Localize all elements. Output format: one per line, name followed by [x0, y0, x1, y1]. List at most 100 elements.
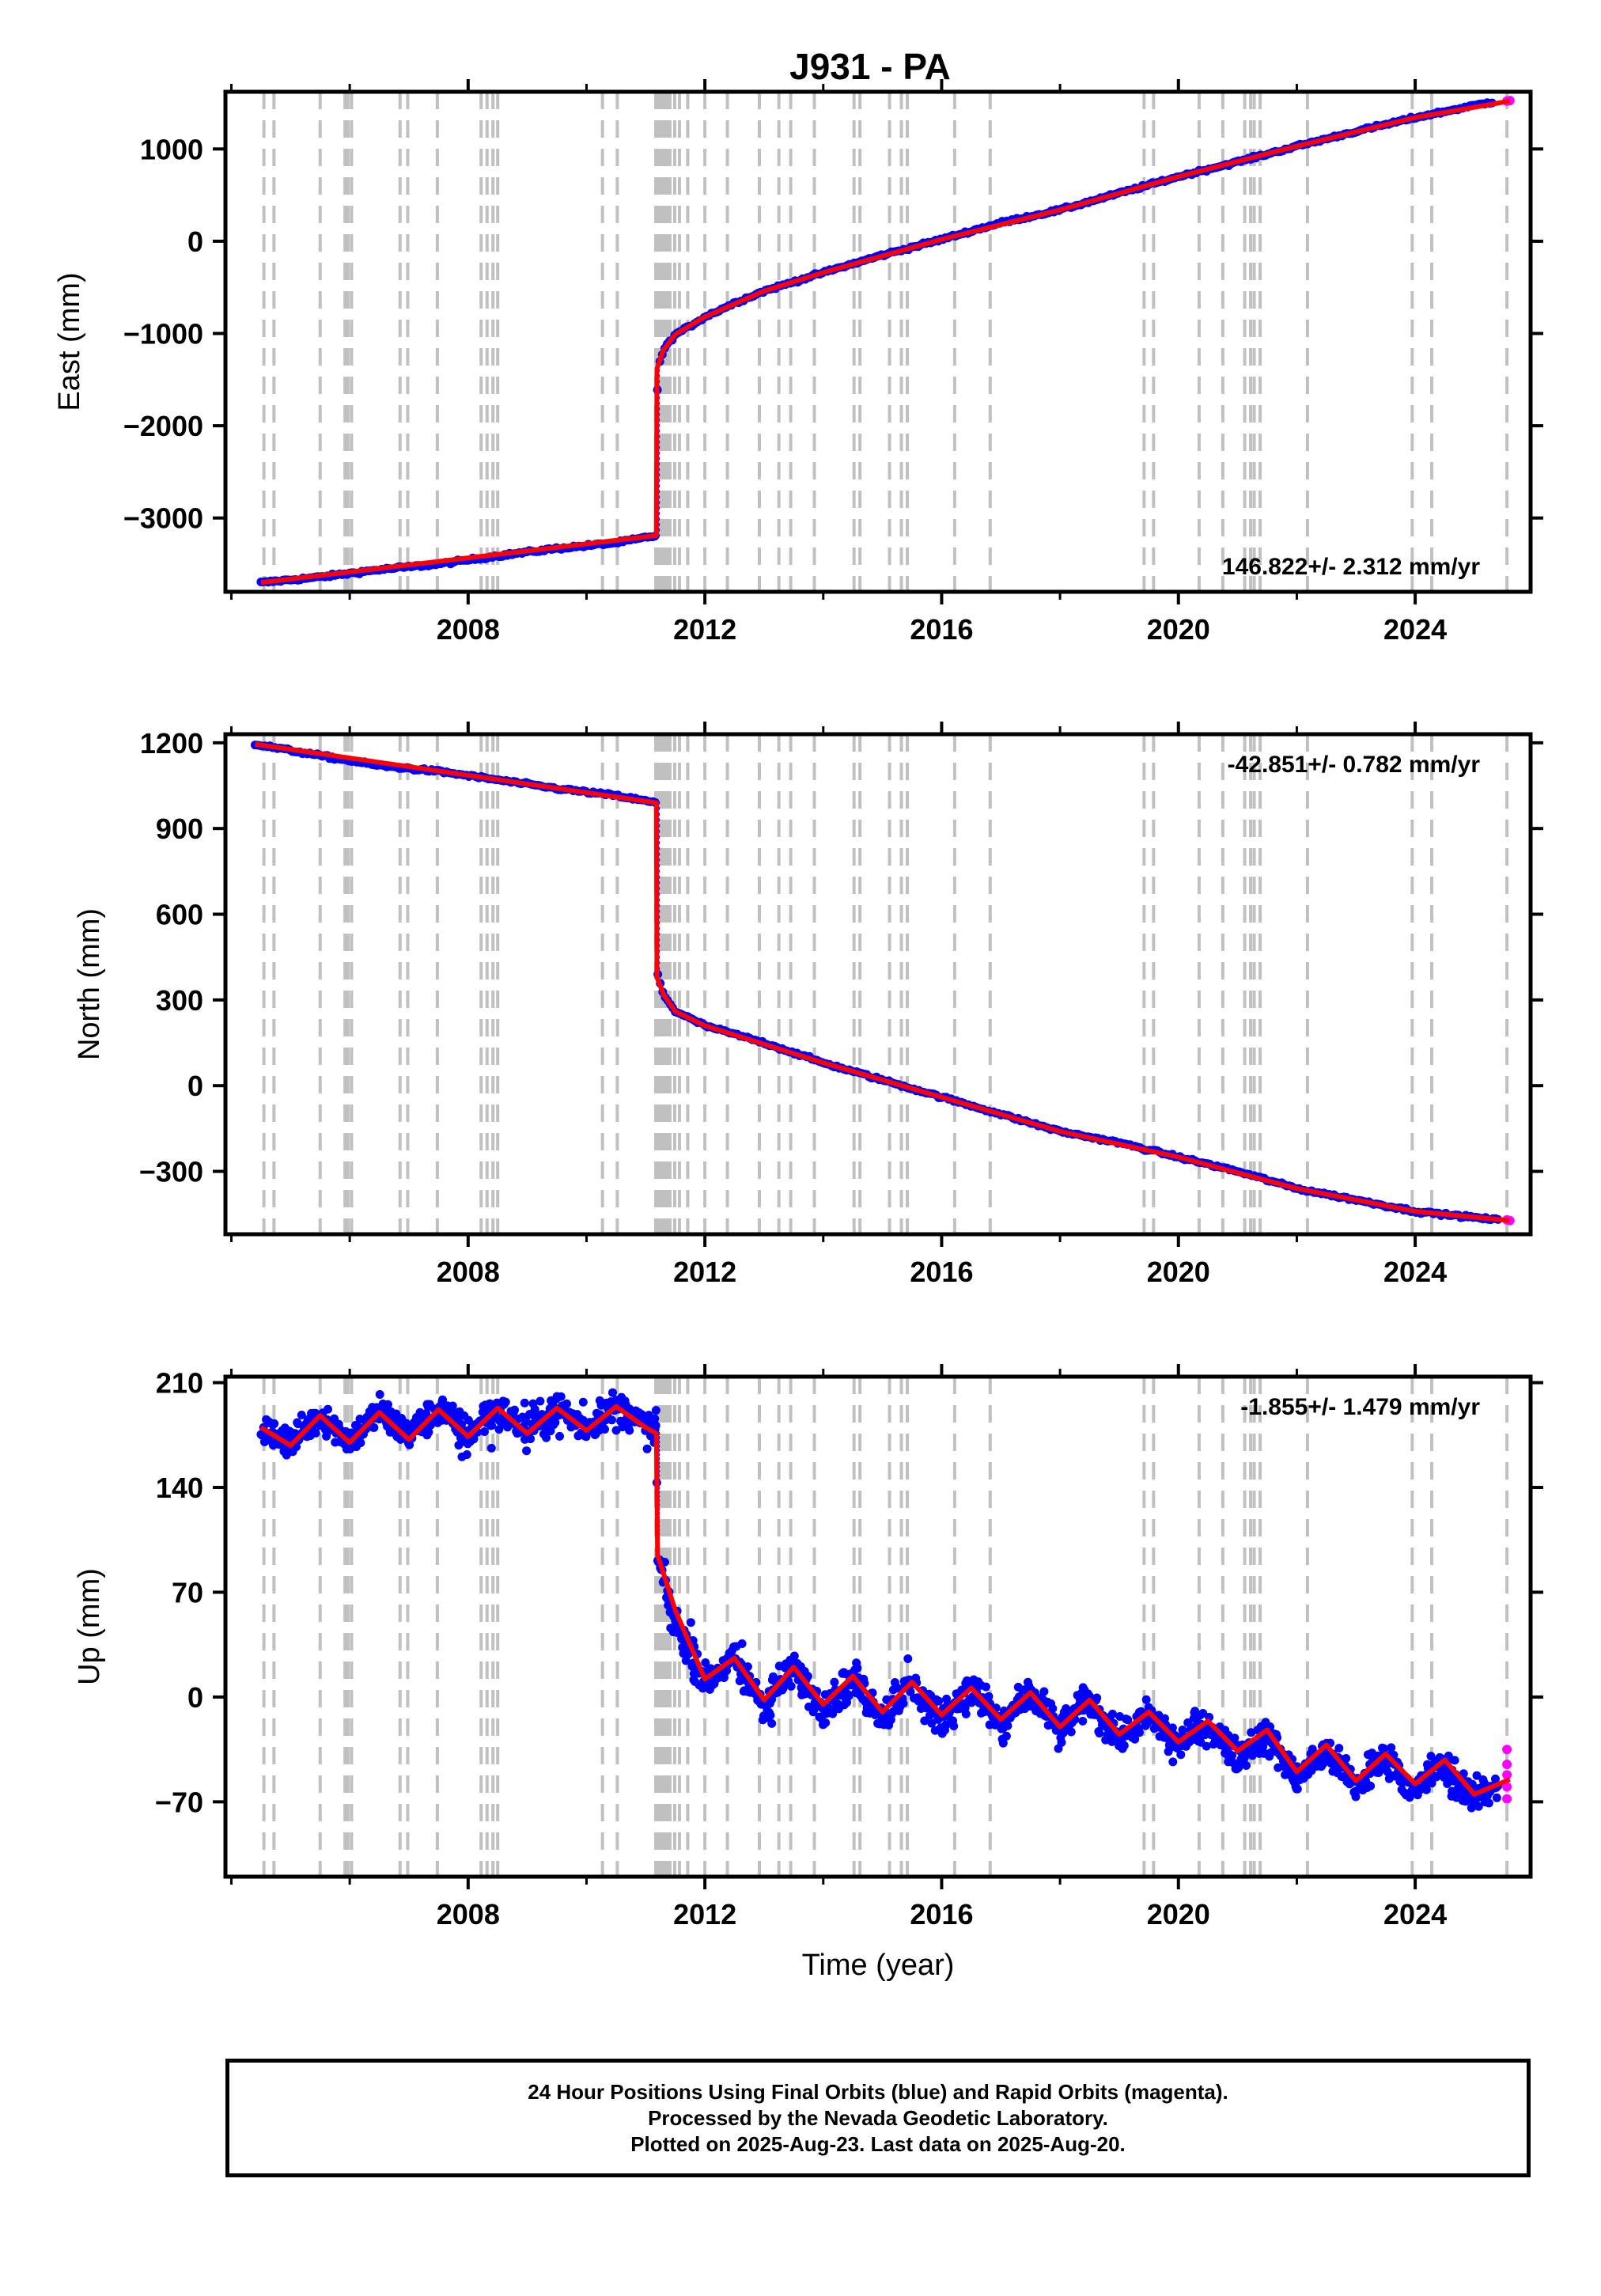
data-point-final — [642, 1444, 652, 1453]
data-point-final — [800, 1666, 809, 1676]
data-point-final — [369, 1423, 379, 1432]
data-point-rapid — [1502, 1770, 1512, 1780]
data-point-final — [1001, 1731, 1011, 1741]
data-point-final — [546, 1426, 555, 1436]
data-point-final — [903, 1654, 913, 1663]
data-point-final — [1450, 1756, 1459, 1765]
data-point-final — [621, 1400, 630, 1409]
data-point-final — [522, 1446, 532, 1456]
data-point-final — [1288, 1775, 1297, 1784]
data-point-rapid — [1502, 1782, 1512, 1792]
data-point-final — [304, 1415, 313, 1424]
data-point-final — [542, 1433, 551, 1442]
up-panel: 2008 2012 2016 2020 2024 210 140 70 0 −70 Up (mm) -… — [73, 1364, 1543, 1982]
data-point-final — [984, 1692, 994, 1701]
footer-line-processing: Processed by the Nevada Geodetic Laborat… — [648, 2105, 1108, 2130]
data-point-final — [405, 1440, 414, 1449]
x-tick-label: 2024 — [1383, 1898, 1447, 1930]
data-point-final — [899, 1699, 908, 1708]
data-point-final — [422, 1400, 432, 1409]
data-point-final — [1108, 1709, 1117, 1718]
y-tick-label: 140 — [156, 1472, 203, 1504]
data-point-final — [737, 1639, 747, 1648]
y-tick-label: −3000 — [123, 502, 203, 535]
up-model-line — [259, 1404, 1511, 1797]
data-point-final — [1426, 1752, 1436, 1761]
data-point-final — [1164, 1747, 1173, 1756]
data-point-final — [547, 1396, 556, 1405]
data-point-final — [1039, 1687, 1049, 1696]
data-point-final — [767, 1718, 777, 1728]
y-tick-label: −70 — [155, 1786, 203, 1818]
data-point-final — [1421, 1785, 1431, 1794]
footer-note-box: 24 Hour Positions Using Final Orbits (bl… — [225, 2059, 1531, 2177]
data-point-final — [631, 1407, 641, 1415]
data-point-final — [441, 1404, 451, 1413]
data-point-final — [739, 1687, 748, 1696]
data-point-final — [1293, 1784, 1302, 1794]
data-point-final — [969, 1675, 978, 1684]
data-point-final — [830, 1677, 839, 1687]
data-point-final — [920, 1716, 929, 1726]
x-tick-label: 2008 — [437, 1898, 500, 1930]
data-point-final — [949, 1722, 959, 1731]
data-point-final — [1123, 1715, 1133, 1725]
data-point-final — [942, 1694, 952, 1703]
east-frame — [223, 89, 1533, 594]
up-frame — [223, 1374, 1533, 1879]
data-point-final — [608, 1388, 617, 1397]
data-point-final — [1470, 1798, 1479, 1808]
data-point-final — [1256, 1722, 1266, 1731]
data-point-final — [767, 1675, 777, 1684]
data-point-final — [729, 1642, 739, 1651]
data-point-final — [625, 1426, 634, 1435]
data-point-final — [1481, 1798, 1489, 1807]
data-point-final — [1448, 1775, 1458, 1784]
up-y-axis-label: Up (mm) — [73, 1568, 106, 1685]
data-point-final — [890, 1678, 899, 1687]
data-point-final — [486, 1443, 496, 1453]
data-point-final — [356, 1438, 365, 1448]
east-y-axis-label: East (mm) — [53, 272, 86, 411]
data-point-final — [1357, 1783, 1366, 1792]
data-point-final — [424, 1427, 433, 1437]
data-point-final — [1368, 1749, 1376, 1758]
data-point-final — [1168, 1723, 1177, 1733]
data-point-final — [1078, 1683, 1088, 1692]
data-point-final — [611, 1426, 621, 1435]
data-point-final — [961, 1709, 971, 1718]
up-rapid-points — [1502, 1745, 1512, 1804]
data-point-final — [1168, 1757, 1178, 1767]
data-point-final — [1413, 1790, 1422, 1800]
data-point-final — [529, 1411, 539, 1420]
x-tick-label: 2016 — [910, 1256, 973, 1288]
data-point-rapid — [1502, 1745, 1512, 1755]
x-tick-label: 2020 — [1147, 613, 1210, 646]
data-point-final — [797, 1683, 806, 1692]
data-point-final — [985, 1720, 994, 1730]
data-point-final — [1433, 1771, 1442, 1781]
data-point-final — [1461, 1790, 1470, 1799]
y-tick-label: 0 — [187, 1681, 203, 1714]
y-tick-label: 600 — [156, 899, 203, 931]
data-point-final — [1384, 1774, 1394, 1783]
data-point-final — [977, 1708, 986, 1718]
data-point-final — [462, 1450, 471, 1459]
data-point-final — [1308, 1745, 1317, 1754]
data-point-final — [967, 1698, 976, 1707]
data-point-final — [735, 1677, 744, 1686]
data-point-final — [297, 1411, 306, 1419]
data-point-final — [494, 1425, 504, 1434]
data-point-final — [982, 1682, 990, 1692]
y-tick-label: 210 — [156, 1367, 203, 1400]
data-point-final — [820, 1690, 830, 1699]
data-point-final — [454, 1441, 464, 1450]
data-point-final — [1176, 1750, 1186, 1760]
x-tick-label: 2016 — [910, 613, 973, 646]
data-point-final — [689, 1675, 698, 1684]
data-point-final — [547, 1415, 557, 1424]
y-tick-label: 300 — [156, 984, 203, 1017]
data-point-final — [1380, 1744, 1389, 1753]
data-point-final — [501, 1397, 510, 1407]
